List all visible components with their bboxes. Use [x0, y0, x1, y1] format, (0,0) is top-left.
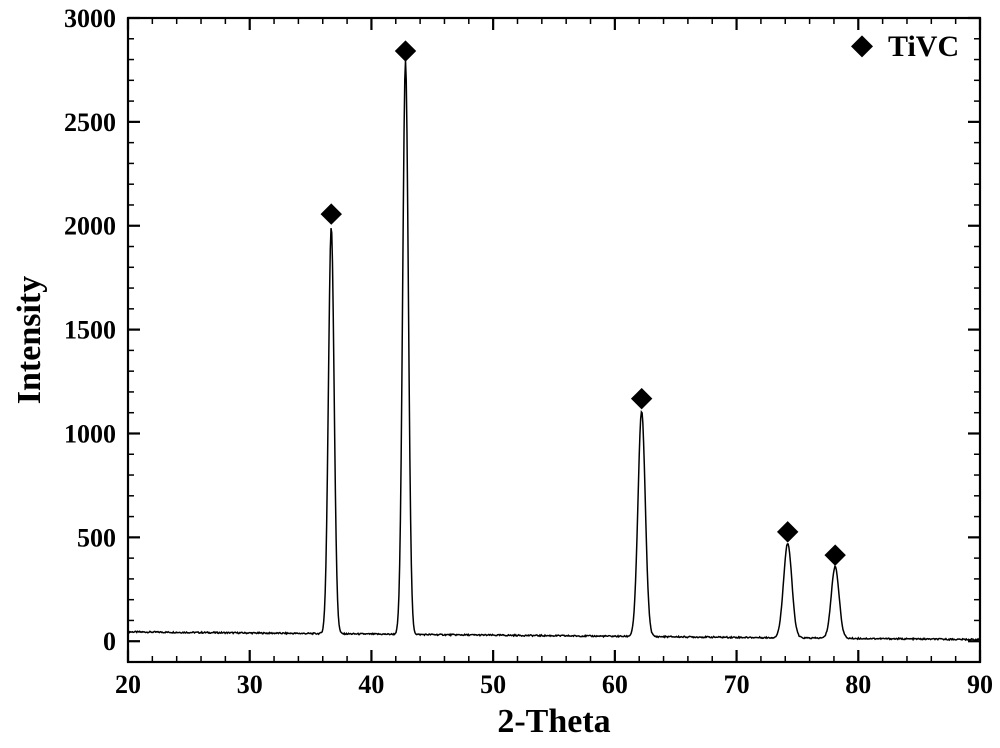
x-axis-label: 2-Theta	[497, 703, 610, 740]
xrd-chart: 20 30 40 50 60 70 80 90 0 500 1000 1500 2000 2500 300…	[0, 0, 1000, 748]
y-tick-label: 2500	[64, 108, 116, 137]
x-tick-label: 20	[115, 670, 141, 699]
y-axis-label: Intensity	[11, 276, 48, 404]
y-tick-label: 3000	[64, 4, 116, 33]
x-tick-label: 70	[724, 670, 750, 699]
x-tick-label: 90	[967, 670, 993, 699]
x-tick-label: 30	[237, 670, 263, 699]
x-axis-tick-labels: 20 30 40 50 60 70 80 90	[115, 670, 993, 699]
x-tick-label: 50	[480, 670, 506, 699]
y-tick-label: 0	[103, 627, 116, 656]
chart-svg: 20 30 40 50 60 70 80 90 0 500 1000 1500 2000 2500 300…	[0, 0, 1000, 748]
x-tick-label: 60	[602, 670, 628, 699]
x-tick-label: 80	[845, 670, 871, 699]
plot-background	[128, 18, 980, 662]
y-tick-label: 1000	[64, 419, 116, 448]
y-tick-label: 1500	[64, 316, 116, 345]
x-tick-label: 40	[358, 670, 384, 699]
y-axis-tick-labels: 0 500 1000 1500 2000 2500 3000	[64, 4, 116, 656]
y-tick-label: 500	[77, 523, 116, 552]
y-tick-label: 2000	[64, 212, 116, 241]
legend-label: TiVC	[888, 30, 959, 63]
